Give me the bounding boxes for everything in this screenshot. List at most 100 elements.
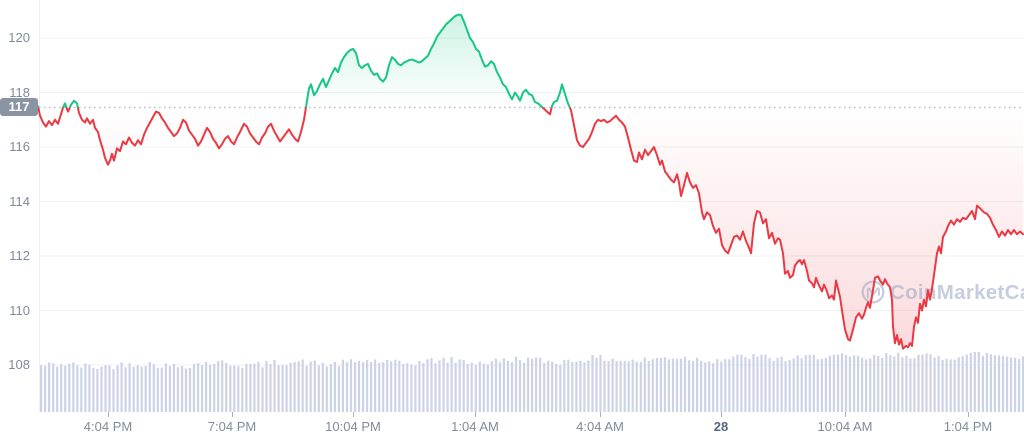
x-axis-label: 1:04 AM [451, 419, 499, 434]
volume-bar [426, 359, 429, 412]
volume-bar [957, 357, 960, 412]
volume-bar [140, 366, 143, 412]
y-axis-label: 114 [9, 193, 30, 209]
volume-bar [651, 359, 654, 412]
volume-bar [152, 364, 155, 412]
x-axis-label: 10:04 AM [817, 419, 873, 434]
volume-bar [277, 365, 280, 412]
volume-bar [386, 359, 389, 412]
volume-bar [514, 356, 518, 412]
volume-bar [877, 356, 880, 412]
volume-bar [853, 355, 856, 412]
volume-bar [752, 354, 755, 412]
volume-bar [591, 355, 594, 412]
volume-bar [724, 359, 727, 412]
y-axis-label: 110 [9, 302, 30, 318]
volume-bar [973, 352, 976, 412]
volume-bar [619, 360, 622, 412]
volume-bar [756, 356, 759, 412]
volume-bar [953, 359, 956, 412]
volume-bar [675, 358, 679, 412]
volume-bar [623, 360, 626, 412]
volume-bar [40, 365, 43, 412]
y-axis-label: 108 [8, 357, 30, 372]
volume-bar [462, 360, 465, 412]
volume-bar [60, 364, 63, 412]
volume-bar [313, 360, 316, 412]
price-line-up [37, 13, 571, 108]
volume-bar [764, 354, 767, 412]
volume-bar [112, 369, 115, 412]
volume-bar [490, 361, 493, 412]
volume-bar [132, 366, 135, 412]
volume-bar [450, 356, 453, 412]
volume-bar [317, 365, 320, 412]
volume-bar [889, 354, 892, 412]
volume-bar [937, 356, 940, 412]
volume-bar [410, 364, 413, 412]
volume-bar [603, 360, 606, 412]
watermark: CoinMarketCap [861, 280, 1024, 304]
volume-bar [269, 364, 272, 412]
x-axis-label: 1:04 PM [943, 419, 993, 434]
volume-bar [390, 361, 393, 412]
volume-bar [144, 365, 147, 412]
volume-bar [788, 359, 791, 412]
volume-bar [820, 358, 823, 412]
volume-bar [929, 354, 932, 412]
volume-bar [1022, 356, 1024, 412]
volume-bar [692, 361, 695, 412]
volume-bar [728, 359, 731, 412]
volume-bar [732, 356, 735, 412]
volume-bar [442, 357, 445, 412]
volume-bar [531, 358, 534, 412]
volume-bar [647, 361, 650, 412]
volume-bar [659, 357, 662, 412]
volume-bar [925, 353, 928, 412]
volume-bar [502, 358, 505, 412]
volume-bar [285, 365, 288, 412]
volume-bar [969, 353, 972, 412]
volume-bar [768, 358, 771, 412]
volume-bar [832, 354, 835, 412]
volume-bar [921, 354, 924, 412]
volume-bar [917, 354, 920, 412]
volume-bar [748, 359, 751, 412]
volume-bar [579, 360, 582, 412]
volume-bar [370, 362, 373, 412]
volume-bar [897, 352, 900, 412]
volume-bar [253, 363, 256, 412]
volume-bar [510, 362, 514, 412]
volume-bar [221, 360, 224, 412]
volume-bar [305, 365, 308, 412]
volume-bar [571, 362, 574, 412]
volume-bar [48, 362, 51, 412]
volume-bar [56, 366, 59, 412]
volume-bar [466, 363, 469, 412]
volume-bar [1001, 356, 1005, 412]
volume-bar [683, 356, 687, 412]
volume-bar [108, 365, 111, 412]
volume-bar [539, 357, 542, 412]
volume-bar [172, 363, 175, 412]
x-axis-label: 28 [713, 419, 729, 434]
volume-bar [1009, 357, 1013, 412]
volume-bar [547, 360, 550, 412]
volume-bar [80, 367, 83, 412]
volume-bar [615, 361, 618, 412]
volume-bar [261, 367, 264, 412]
volume-bar [321, 362, 324, 412]
volume-bar [909, 358, 912, 412]
volume-bar [273, 359, 276, 412]
volume-bar [744, 357, 747, 412]
volume-bar [583, 362, 586, 412]
volume-bar [205, 361, 208, 412]
y-axis-label: 112 [9, 248, 30, 263]
volume-bar [965, 354, 968, 412]
volume-bar [772, 360, 775, 412]
volume-bar [949, 359, 952, 412]
volume-bar [245, 363, 248, 412]
volume-bar [712, 363, 715, 412]
volume-bar [663, 357, 666, 412]
